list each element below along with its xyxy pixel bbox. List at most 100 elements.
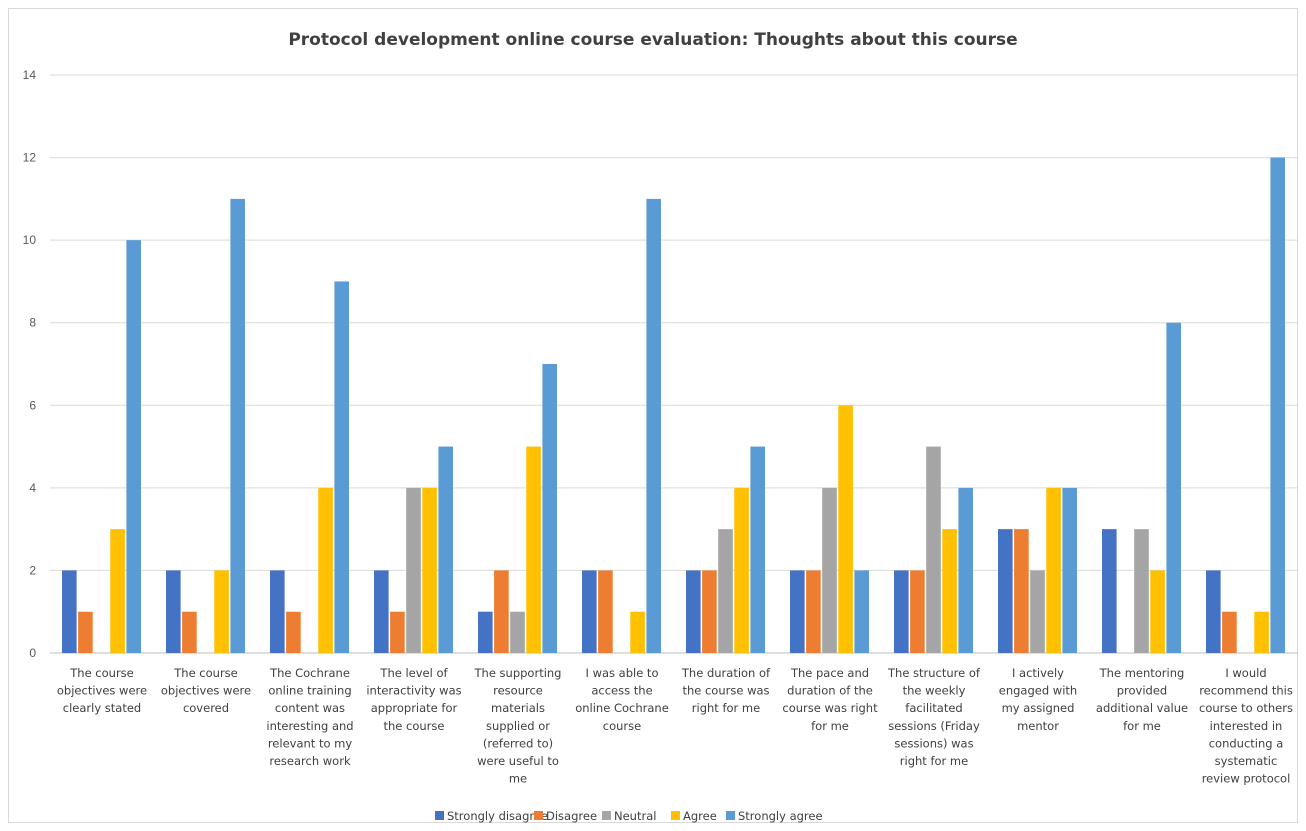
- category-label-line: The course: [173, 666, 238, 680]
- bar-strongly-agree: [958, 487, 973, 653]
- bar-agree: [1046, 487, 1061, 653]
- bar-disagree: [1222, 611, 1237, 653]
- legend-label: Strongly agree: [738, 809, 823, 823]
- bar-agree: [942, 529, 957, 653]
- bar-agree: [838, 405, 853, 653]
- category-label-line: duration of the: [787, 684, 873, 698]
- y-axis-ticks: 0 2 4 6 8 10 12 14: [23, 68, 37, 660]
- bar-strongly-agree: [750, 446, 765, 653]
- category-label-line: The duration of: [681, 666, 771, 680]
- bar-strongly-disagree: [1102, 529, 1117, 653]
- bar-agree: [318, 487, 333, 653]
- y-tick-label: 0: [29, 646, 36, 660]
- bar-strongly-disagree: [582, 570, 597, 653]
- y-tick-label: 12: [23, 151, 37, 165]
- category-label-line: The course: [69, 666, 134, 680]
- category-label-line: the course was: [682, 684, 769, 698]
- category-label-line: course to others: [1199, 701, 1293, 715]
- category-label-line: The Cochrane: [269, 666, 350, 680]
- category-label-line: right for me: [692, 701, 760, 715]
- category-label-line: I actively: [1012, 666, 1064, 680]
- legend-label: Agree: [683, 809, 717, 823]
- category-label-line: covered: [183, 701, 229, 715]
- category-label-line: resource: [493, 684, 543, 698]
- legend-item: Strongly disagree: [435, 809, 548, 823]
- bar-neutral: [1030, 570, 1045, 653]
- bar-strongly-agree: [646, 198, 661, 653]
- x-category-label: I was able to access the online Cochrane co…: [575, 666, 669, 733]
- category-label-line: online training: [268, 684, 351, 698]
- category-label-line: appropriate for: [371, 701, 458, 715]
- bar-strongly-agree: [1062, 487, 1077, 653]
- x-category-label: The course objectives were clearly stated: [57, 666, 147, 715]
- category-label-line: for me: [811, 719, 849, 733]
- category-label-line: content was: [275, 701, 345, 715]
- bar-strongly-disagree: [894, 570, 909, 653]
- category-label-line: me: [509, 772, 527, 786]
- category-label-line: sessions (Friday: [888, 719, 980, 733]
- category-label-line: relevant to my: [268, 736, 353, 750]
- bar-strongly-agree: [1166, 322, 1181, 653]
- bar-strongly-agree: [230, 198, 245, 653]
- y-tick-label: 14: [23, 68, 37, 82]
- legend-item: Strongly agree: [726, 809, 823, 823]
- category-label-line: The supporting: [474, 666, 562, 680]
- bar-disagree: [910, 570, 925, 653]
- x-category-label: The level of interactivity was appropriate…: [366, 666, 461, 733]
- bar-neutral: [926, 446, 941, 653]
- bar-strongly-disagree: [374, 570, 389, 653]
- legend-label: Strongly disagree: [447, 809, 548, 823]
- bar-strongly-disagree: [62, 570, 77, 653]
- x-category-label: The pace and duration of the course was ri…: [782, 666, 878, 733]
- bar-disagree: [494, 570, 509, 653]
- category-label-line: conducting a: [1209, 736, 1284, 750]
- x-category-label: The supporting resource materials supplied …: [474, 666, 562, 786]
- bar-strongly-disagree: [998, 529, 1013, 653]
- bar-strongly-agree: [438, 446, 453, 653]
- bars: [62, 157, 1285, 654]
- category-label-line: The structure of: [887, 666, 981, 680]
- bar-disagree: [806, 570, 821, 653]
- x-category-label: The course objectives were covered: [161, 666, 251, 715]
- bar-neutral: [510, 611, 525, 653]
- bar-strongly-disagree: [270, 570, 285, 653]
- category-label-line: right for me: [900, 754, 968, 768]
- bar-agree: [1150, 570, 1165, 653]
- bar-strongly-disagree: [478, 611, 493, 653]
- category-label-line: review protocol: [1202, 772, 1291, 786]
- category-label-line: access the: [591, 684, 652, 698]
- category-label-line: clearly stated: [63, 701, 141, 715]
- bar-strongly-agree: [854, 570, 869, 653]
- bar-agree: [422, 487, 437, 653]
- category-label-line: objectives were: [57, 684, 147, 698]
- category-label-line: engaged with: [999, 684, 1077, 698]
- gridlines: [50, 74, 1298, 654]
- y-tick-label: 6: [29, 398, 36, 412]
- bar-disagree: [78, 611, 93, 653]
- legend-swatch: [534, 811, 543, 820]
- category-label-line: research work: [269, 754, 351, 768]
- x-category-label: The Cochrane online training content was in…: [266, 666, 353, 768]
- legend-item: Neutral: [602, 809, 656, 823]
- bar-disagree: [598, 570, 613, 653]
- y-tick-label: 4: [29, 481, 36, 495]
- legend-swatch: [671, 811, 680, 820]
- category-label-line: recommend this: [1199, 684, 1293, 698]
- category-label-line: materials: [491, 701, 545, 715]
- bar-agree: [630, 611, 645, 653]
- category-label-line: sessions) was: [894, 736, 973, 750]
- legend-label: Neutral: [614, 809, 656, 823]
- category-label-line: course was right: [782, 701, 878, 715]
- bar-strongly-disagree: [166, 570, 181, 653]
- chart-title: Protocol development online course evalu…: [288, 30, 1018, 50]
- y-tick-label: 2: [29, 563, 36, 577]
- x-category-label: I would recommend this course to others int…: [1199, 666, 1293, 786]
- bar-neutral: [822, 487, 837, 653]
- bar-agree: [110, 529, 125, 653]
- category-label-line: systematic: [1215, 754, 1278, 768]
- legend-item: Disagree: [534, 809, 597, 823]
- category-label-line: the course: [384, 719, 445, 733]
- bar-neutral: [406, 487, 421, 653]
